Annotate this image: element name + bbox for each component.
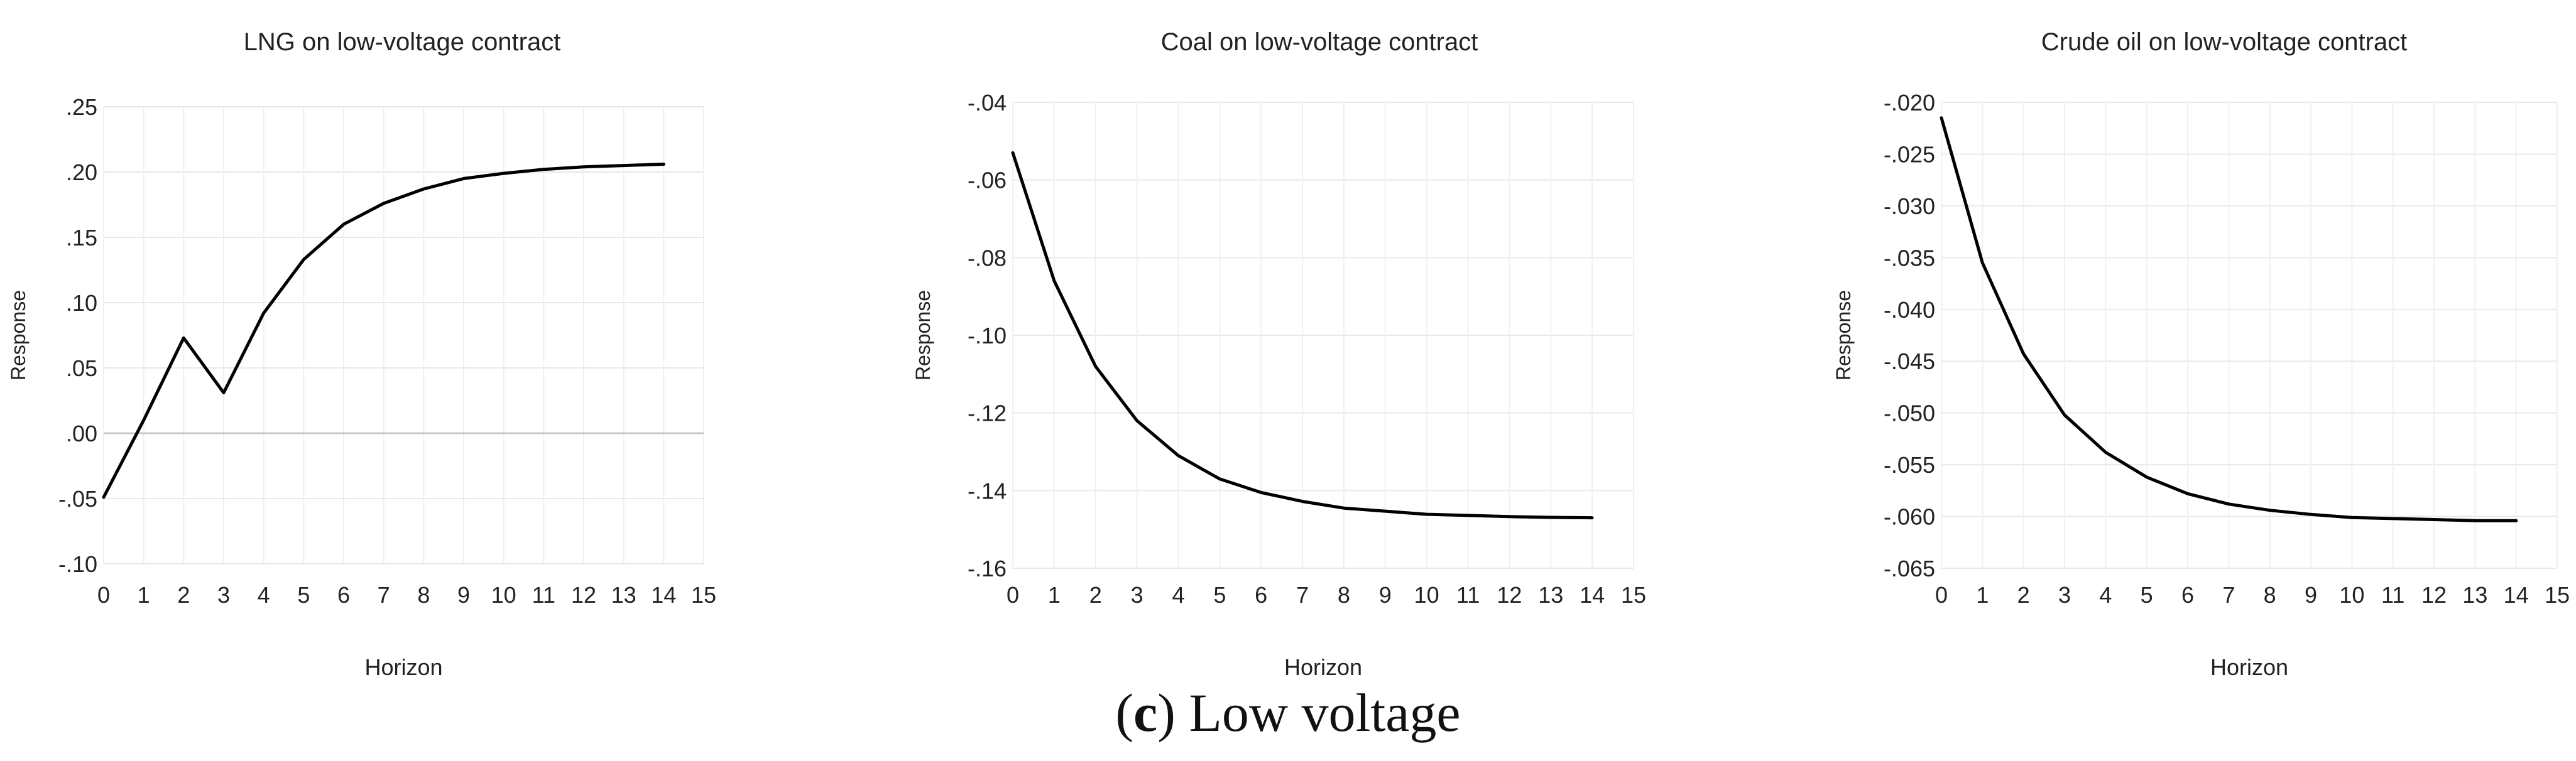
chart-0-xlabel: Horizon: [364, 654, 442, 680]
chart-1-xtick-label: 0: [1007, 582, 1019, 608]
chart-2-ytick-label: -.035: [1884, 245, 1935, 271]
chart-0-xtick-label: 9: [457, 582, 470, 608]
caption-close-paren: ): [1157, 683, 1176, 743]
chart-1-xtick-label: 6: [1255, 582, 1267, 608]
chart-1-xtick-label: 1: [1048, 582, 1061, 608]
chart-0-xtick-label: 10: [491, 582, 516, 608]
chart-0-ytick-label: .10: [66, 290, 97, 316]
chart-0-xtick-label: 13: [611, 582, 636, 608]
caption-letter: c: [1133, 683, 1158, 743]
chart-1-xtick-label: 8: [1338, 582, 1350, 608]
chart-0-xtick-label: 5: [297, 582, 310, 608]
chart-0-xtick-label: 6: [337, 582, 350, 608]
chart-1-xtick-label: 15: [1621, 582, 1646, 608]
chart-2-xtick-label: 10: [2339, 582, 2364, 608]
chart-1-xtick-label: 7: [1296, 582, 1309, 608]
chart-2-xtick-label: 7: [2222, 582, 2235, 608]
chart-2-ylabel: Response: [1832, 290, 1855, 380]
chart-1-ytick-label: -.08: [968, 245, 1007, 271]
chart-2-xtick-label: 3: [2058, 582, 2071, 608]
chart-1-ytick-label: -.10: [968, 323, 1007, 348]
chart-0-xtick-label: 15: [691, 582, 716, 608]
chart-1-xtick-label: 12: [1497, 582, 1522, 608]
chart-0-ytick-label: -.05: [58, 486, 97, 512]
chart-0-xtick-label: 12: [571, 582, 596, 608]
chart-2-ytick-label: -.060: [1884, 504, 1935, 530]
chart-2-ytick-label: -.065: [1884, 556, 1935, 581]
chart-0-xtick-label: 2: [177, 582, 190, 608]
chart-1-xtick-label: 4: [1172, 582, 1184, 608]
chart-0-ylabel: Response: [7, 290, 30, 380]
chart-2-xtick-label: 5: [2141, 582, 2153, 608]
chart-1-series-line: [1011, 151, 1594, 520]
chart-1-ytick-label: -.04: [968, 90, 1007, 116]
chart-2-ytick-label: -.030: [1884, 193, 1935, 219]
chart-1-ylabel: Response: [912, 290, 934, 380]
chart-2-series-line: [1940, 116, 2518, 522]
chart-1-xtick-label: 14: [1580, 582, 1605, 608]
chart-2-ytick-label: -.040: [1884, 297, 1935, 323]
chart-2-xtick-label: 15: [2545, 582, 2570, 608]
chart-2-xlabel: Horizon: [2210, 654, 2288, 680]
chart-0-ytick-label: .15: [66, 225, 97, 251]
chart-0-series-line: [102, 163, 665, 499]
chart-2-xtick-label: 13: [2462, 582, 2487, 608]
chart-1-ytick-label: -.16: [968, 556, 1007, 581]
caption-open-paren: (: [1115, 683, 1134, 743]
chart-1-ytick-label: -.06: [968, 168, 1007, 193]
chart-2-title: Crude oil on low-voltage contract: [2041, 28, 2408, 56]
chart-1-title: Coal on low-voltage contract: [1161, 28, 1478, 56]
chart-1-xtick-label: 9: [1379, 582, 1392, 608]
chart-0-ytick-label: .05: [66, 355, 97, 381]
chart-0-title: LNG on low-voltage contract: [244, 28, 561, 56]
chart-1-xtick-label: 10: [1414, 582, 1439, 608]
chart-coal: Coal on low-voltage contract Response Hori…: [912, 28, 1646, 680]
chart-0-xtick-label: 0: [97, 582, 110, 608]
chart-1-xtick-label: 2: [1089, 582, 1102, 608]
chart-1-xtick-label: 5: [1213, 582, 1226, 608]
chart-0-xtick-label: 14: [651, 582, 676, 608]
chart-0-xtick-label: 7: [378, 582, 390, 608]
chart-0-ytick-label: .20: [66, 159, 97, 185]
chart-2-xtick-label: 0: [1935, 582, 1948, 608]
figure-caption: (c) Low voltage: [0, 681, 2576, 744]
chart-1-xlabel: Horizon: [1284, 654, 1362, 680]
chart-1-ytick-label: -.14: [968, 478, 1007, 504]
chart-2-ytick-label: -.025: [1884, 141, 1935, 167]
caption-text: Low voltage: [1175, 683, 1461, 743]
chart-2-ytick-label: -.020: [1884, 90, 1935, 116]
chart-2-ytick-label: -.045: [1884, 348, 1935, 374]
chart-2-xtick-label: 14: [2504, 582, 2529, 608]
chart-1-xtick-label: 11: [1456, 582, 1480, 608]
chart-1-ytick-label: -.12: [968, 401, 1007, 426]
chart-0-ytick-label: .25: [66, 94, 97, 120]
chart-0-xtick-label: 3: [217, 582, 230, 608]
chart-2-ytick-label: -.055: [1884, 452, 1935, 478]
chart-0-xtick-label: 4: [258, 582, 270, 608]
chart-2-xtick-label: 6: [2181, 582, 2194, 608]
chart-2-xtick-label: 12: [2421, 582, 2447, 608]
chart-crude-oil: Crude oil on low-voltage contract Respons…: [1832, 28, 2570, 680]
chart-2-xtick-label: 11: [2381, 582, 2404, 608]
chart-2-xtick-label: 1: [1976, 582, 1989, 608]
chart-1-xtick-label: 13: [1538, 582, 1563, 608]
chart-1-xtick-label: 3: [1131, 582, 1143, 608]
chart-0-ytick-label: .00: [66, 421, 97, 446]
chart-0-ytick-label: -.10: [58, 551, 97, 577]
chart-2-xtick-label: 4: [2099, 582, 2112, 608]
chart-2-xtick-label: 2: [2017, 582, 2030, 608]
chart-0-xtick-label: 1: [138, 582, 150, 608]
chart-2-xtick-label: 9: [2305, 582, 2317, 608]
chart-0-xtick-label: 8: [417, 582, 430, 608]
chart-2-ytick-label: -.050: [1884, 401, 1935, 426]
chart-0-xtick-label: 11: [532, 582, 555, 608]
chart-2-xtick-label: 8: [2264, 582, 2276, 608]
chart-lng: LNG on low-voltage contract Response Horiz…: [7, 28, 716, 680]
